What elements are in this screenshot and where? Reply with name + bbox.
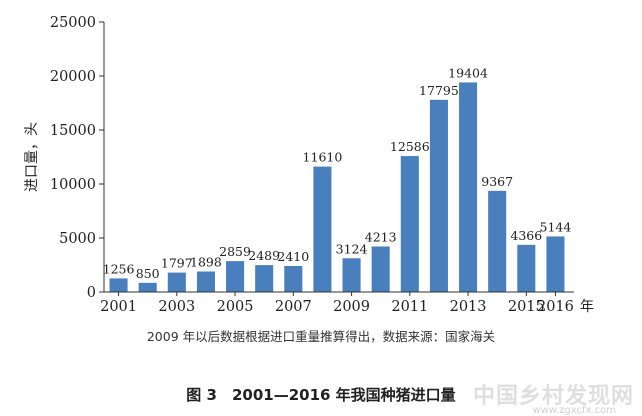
bar-2014	[488, 190, 507, 292]
x-tick-label-2016: 2016	[537, 299, 574, 315]
y-tick-label-3: 15000	[50, 123, 96, 139]
bar-chart: 0 5000 10000 15000 20000 25000 进口量，头 1256 850179…	[24, 15, 594, 315]
bar-2007	[284, 265, 303, 292]
bar-2002	[138, 282, 157, 292]
site-watermark-url: www.zgxcfx.com	[532, 405, 616, 416]
data-label-2001: 1256	[103, 261, 135, 276]
x-tick-label-2011: 2011	[391, 299, 428, 315]
data-label-2005: 2859	[219, 244, 251, 259]
y-tick-label-4: 20000	[50, 69, 96, 85]
data-label-2009: 3124	[336, 241, 368, 256]
y-tick-label-0: 0	[87, 285, 96, 301]
figure-caption: 图 3 2001—2016 年我国种猪进口量	[186, 386, 456, 404]
bar-2004	[196, 271, 215, 292]
bar-2015	[517, 244, 536, 292]
data-label-2012: 17795	[419, 83, 459, 98]
x-axis-title: 年	[580, 299, 594, 315]
bar-2006	[255, 265, 274, 292]
data-label-2013: 19404	[448, 65, 488, 80]
data-source-note: 2009 年以后数据根据进口重量推算得出，数据来源：国家海关	[146, 329, 496, 344]
bar-2011	[400, 156, 419, 292]
bar-2010	[371, 246, 390, 292]
data-label-2015: 4366	[510, 228, 542, 243]
x-tick-label-2001: 2001	[100, 299, 137, 315]
bar-2012	[429, 99, 448, 293]
y-tick-label-1: 5000	[59, 231, 96, 247]
x-tick-label-2013: 2013	[450, 299, 487, 315]
bar-2013	[459, 82, 478, 292]
chart-area: 0 5000 10000 15000 20000 25000 进口量，头 1256 850 179…	[24, 15, 594, 315]
x-tick-label-2005: 2005	[217, 299, 254, 315]
bar-2009	[342, 258, 361, 292]
data-label-2016: 5144	[540, 219, 572, 234]
data-label-2003: 1797	[161, 256, 193, 271]
data-label-2002: 850	[136, 266, 160, 281]
site-watermark: 中国乡村发现网	[472, 384, 634, 409]
data-label-2004: 1898	[190, 255, 222, 270]
x-tick-label-2015: 2015	[508, 299, 545, 315]
y-axis-title: 进口量，头	[24, 122, 40, 192]
data-label-2006: 2489	[248, 248, 280, 263]
data-label-2011: 12586	[390, 139, 430, 154]
data-label-2008: 11610	[303, 150, 343, 165]
bar-2005	[226, 261, 245, 292]
x-tick-label-2007: 2007	[275, 299, 312, 315]
y-tick-label-2: 10000	[50, 177, 96, 193]
bar-2001	[109, 278, 128, 292]
x-tick-label-2009: 2009	[333, 299, 370, 315]
x-tick-label-2003: 2003	[158, 299, 195, 315]
bar-2003	[167, 272, 186, 292]
data-label-2010: 4213	[365, 229, 397, 244]
data-label-2014: 9367	[481, 174, 513, 189]
bar-2016	[546, 236, 565, 292]
y-tick-label-5: 25000	[50, 15, 96, 31]
bar-2008	[313, 166, 332, 292]
data-label-2007: 2410	[277, 249, 309, 264]
